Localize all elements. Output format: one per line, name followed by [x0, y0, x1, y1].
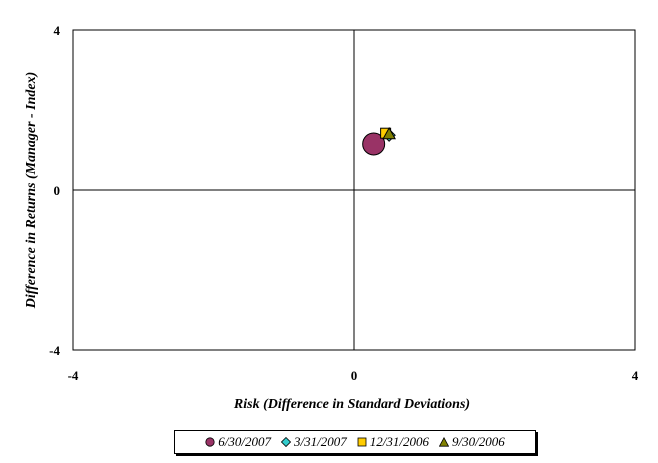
x-tick-right: 4 [632, 368, 639, 383]
legend-circle-marker [205, 437, 215, 447]
legend-square-marker [357, 437, 367, 447]
data-point-triangle [382, 126, 396, 140]
legend: 6/30/2007 3/31/2007 12/31/2006 9/30/2006 [174, 430, 536, 454]
legend-label: 6/30/2007 [218, 434, 272, 449]
x-tick-left: -4 [68, 368, 79, 383]
y-tick-top: 4 [54, 23, 61, 38]
y-axis-title: Difference in Returns (Manager - Index) [24, 72, 39, 310]
legend-item-series-2: 12/31/2006 [357, 434, 429, 450]
legend-label: 3/31/2007 [294, 434, 347, 449]
data-point-circle [362, 132, 386, 156]
x-tick-mid: 0 [351, 368, 358, 383]
legend-item-series-1: 3/31/2007 [281, 434, 347, 450]
x-axis-title: Risk (Difference in Standard Deviations) [233, 397, 470, 412]
y-tick-mid: 0 [54, 183, 61, 198]
data-points [362, 126, 396, 156]
y-tick-bottom: -4 [49, 343, 60, 358]
legend-label: 12/31/2006 [369, 434, 429, 449]
legend-triangle-marker [438, 437, 449, 447]
legend-item-series-0: 6/30/2007 [205, 434, 271, 450]
legend-item-series-3: 9/30/2006 [438, 434, 505, 450]
legend-diamond-marker [281, 437, 292, 447]
legend-label: 9/30/2006 [451, 434, 505, 449]
